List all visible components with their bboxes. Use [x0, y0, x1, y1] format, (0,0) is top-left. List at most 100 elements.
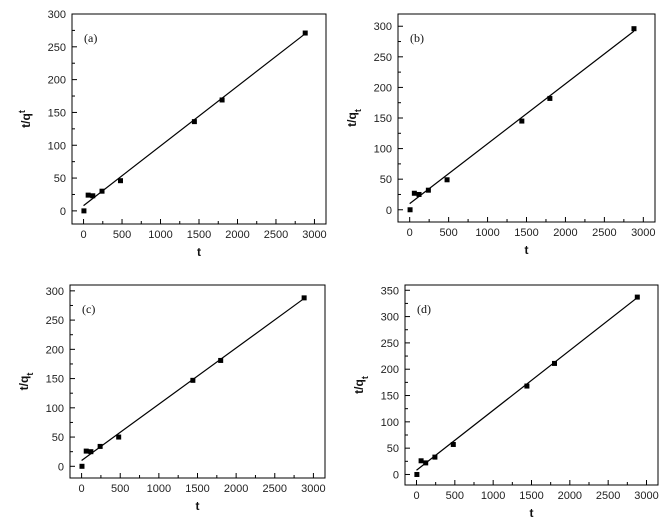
data-point [117, 178, 123, 184]
x-tick-label: 1500 [519, 490, 543, 502]
x-axis-title: t [525, 243, 529, 257]
data-point [90, 193, 96, 199]
data-point [191, 119, 197, 125]
data-point [519, 118, 525, 124]
y-tick-label: 250 [46, 315, 64, 327]
y-tick-label: 150 [381, 391, 399, 403]
data-point [411, 190, 417, 196]
y-tick-label: 250 [381, 338, 399, 350]
y-tick-label: 50 [54, 173, 66, 185]
x-tick-label: 2500 [264, 229, 288, 241]
y-tick-label: 200 [48, 75, 66, 87]
y-tick-label: 150 [46, 374, 64, 386]
data-point [547, 95, 553, 101]
chart-panel-a: 0 500 1000 1500 2000 2500 3000 0 50 100 150 200 250 3… [17, 9, 327, 259]
x-tick-label: 2500 [596, 490, 620, 502]
x-tick-label: 2000 [224, 483, 248, 495]
x-tick-label: 3000 [634, 490, 658, 502]
y-tick-label: 300 [381, 312, 399, 324]
x-tick-label: 2500 [592, 227, 616, 239]
data-point [631, 26, 637, 32]
panel-label: (c) [82, 302, 95, 316]
x-tick-label: 1000 [147, 483, 171, 495]
data-point [219, 97, 225, 103]
data-point [85, 192, 91, 198]
data-point [634, 294, 640, 300]
panel-label: (b) [410, 31, 424, 45]
x-tick-label: 0 [80, 229, 86, 241]
x-tick-label: 500 [439, 227, 457, 239]
x-tick-label: 3000 [302, 229, 326, 241]
x-tick-label: 0 [407, 227, 413, 239]
x-tick-label: 2000 [225, 229, 249, 241]
x-tick-label: 1500 [187, 229, 211, 241]
x-tick-label: 0 [79, 483, 85, 495]
data-point [450, 441, 456, 447]
data-point [302, 30, 308, 36]
x-tick-label: 1500 [185, 483, 209, 495]
y-tick-label: 100 [46, 403, 64, 415]
y-tick-label: 100 [374, 144, 392, 156]
data-point [407, 207, 413, 213]
data-point [81, 208, 87, 214]
panel-label: (a) [84, 31, 97, 45]
data-point [116, 434, 122, 440]
data-point [552, 360, 557, 366]
x-tick-label: 2000 [553, 227, 577, 239]
y-axis-title: t/qt [352, 376, 370, 394]
y-tick-label: 0 [393, 469, 399, 481]
data-point [88, 449, 94, 455]
x-tick-label: 500 [111, 483, 129, 495]
x-tick-label: 3000 [301, 483, 325, 495]
x-tick-label: 500 [446, 490, 464, 502]
x-tick-label: 3000 [631, 227, 655, 239]
x-tick-label: 2500 [263, 483, 287, 495]
y-tick-label: 300 [374, 21, 392, 33]
x-axis-title: t [530, 506, 534, 517]
y-tick-label: 50 [387, 443, 399, 455]
x-axis-title: t [196, 499, 200, 513]
data-point [416, 191, 422, 197]
fit-line [409, 30, 635, 205]
data-point [83, 448, 89, 454]
y-tick-label: 100 [48, 140, 66, 152]
data-point [97, 443, 103, 449]
x-tick-label: 2000 [558, 490, 582, 502]
y-axis-title: t/qt [17, 110, 33, 128]
x-tick-label: 0 [413, 490, 419, 502]
y-tick-label: 150 [374, 113, 392, 125]
data-point [99, 188, 105, 194]
y-tick-label: 200 [374, 82, 392, 94]
data-point [79, 463, 85, 469]
plot-frame [69, 284, 326, 479]
data-point [524, 383, 530, 389]
y-tick-label: 0 [60, 206, 66, 218]
x-tick-label: 1000 [481, 490, 505, 502]
data-point [301, 295, 307, 301]
y-tick-label: 0 [58, 461, 64, 473]
x-tick-label: 1000 [475, 227, 499, 239]
x-axis-title: t [197, 245, 201, 259]
plot-frame [404, 284, 659, 486]
data-point [218, 357, 224, 363]
y-tick-label: 250 [374, 52, 392, 64]
chart-panel-b: 0 500 1000 1500 2000 2500 3000 0 50 100 150 200 250 3… [345, 13, 656, 257]
y-tick-label: 100 [381, 417, 399, 429]
y-tick-label: 350 [381, 285, 399, 297]
data-point [444, 177, 450, 183]
data-point [425, 187, 431, 193]
data-point [418, 458, 424, 464]
y-tick-label: 0 [386, 205, 392, 217]
x-tick-label: 1500 [514, 227, 538, 239]
y-tick-label: 250 [48, 42, 66, 54]
y-tick-label: 50 [380, 174, 392, 186]
data-point [432, 454, 438, 460]
x-tick-label: 500 [113, 229, 131, 241]
data-point [414, 471, 420, 477]
data-point [423, 460, 429, 466]
y-tick-label: 150 [48, 107, 66, 119]
plot-frame [71, 13, 327, 225]
chart-panel-d: 0 500 1000 1500 2000 2500 3000 0 50 100 150 200 250 3… [352, 284, 659, 517]
y-tick-label: 50 [52, 432, 64, 444]
